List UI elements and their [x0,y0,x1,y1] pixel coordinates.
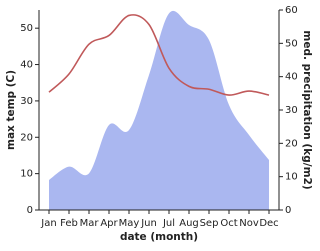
x-tick-label: Sep [200,218,219,229]
x-tick-label: Feb [60,218,78,229]
y-tick-label: 40 [20,60,33,71]
y2-tick-label: 30 [285,105,298,116]
x-tick-label: Jun [140,218,157,229]
precipitation-area [49,10,269,210]
y2-tick-label: 40 [285,72,298,83]
y2-tick-label: 50 [285,38,298,49]
y-tick-label: 10 [20,169,33,180]
x-tick-label: Aug [179,218,199,229]
y-tick-label: 30 [20,96,33,107]
y-tick-label: 0 [27,205,33,216]
y-tick-label: 50 [20,23,33,34]
x-tick-label: Dec [259,218,278,229]
chart: date (month) max temp (C) med. precipita… [5,5,313,243]
x-tick-label: Mar [80,218,100,229]
y2-tick-label: 0 [285,205,291,216]
y2-tick-label: 10 [285,172,298,183]
x-tick-label: Apr [100,218,118,229]
x-axis-label: date (month) [120,231,198,243]
y2-tick-label: 20 [285,138,298,149]
y2-axis-label: med. precipitation (kg/m2) [301,30,313,189]
x-tick-label: Jul [162,218,175,229]
y-tick-label: 20 [20,132,33,143]
x-tick-label: May [119,218,140,229]
x-tick-label: Jan [40,218,56,229]
x-tick-label: Nov [239,218,259,229]
y-axis-label: max temp (C) [5,70,17,150]
x-tick-label: Oct [220,218,237,229]
y2-tick-label: 60 [285,5,298,16]
temp-line [48,14,270,96]
